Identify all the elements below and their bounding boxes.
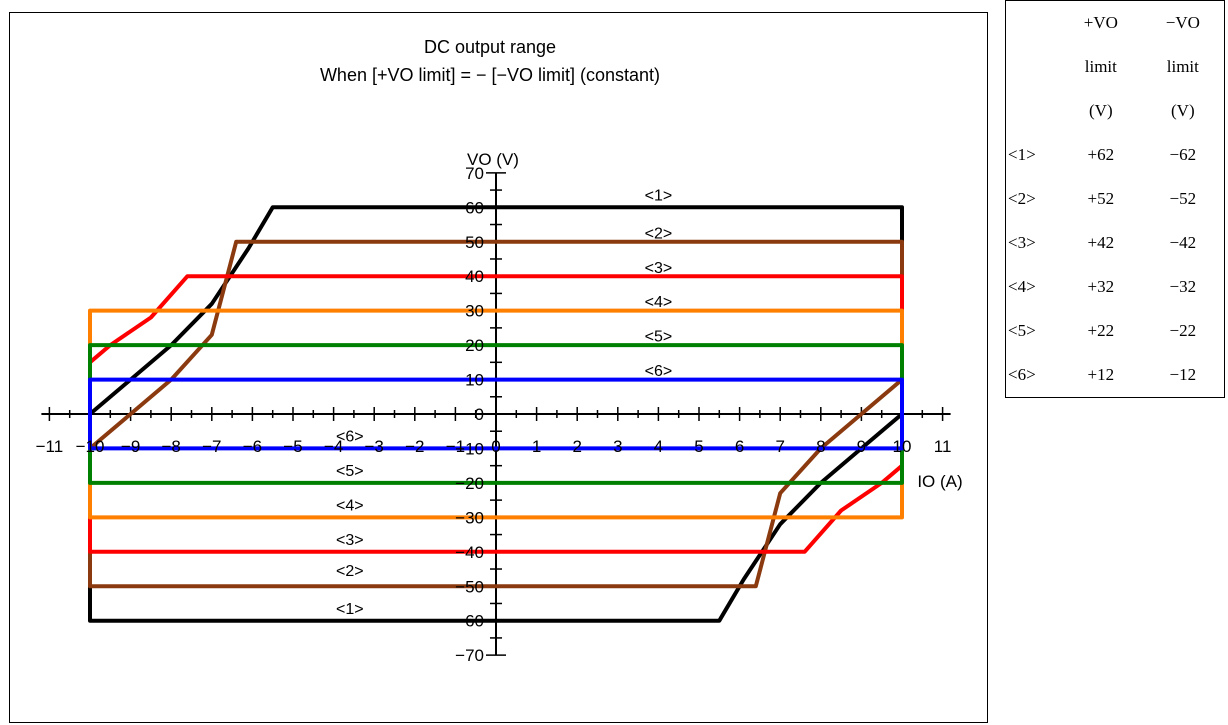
x-tick-label: 1 <box>532 437 541 456</box>
limit-table-header-cell <box>1006 89 1061 133</box>
y-tick-label: −20 <box>455 474 484 493</box>
limit-row-name: <5> <box>1008 321 1036 340</box>
limit-table-header-cell: limit <box>1084 57 1117 76</box>
y-tick-label: −50 <box>455 577 484 596</box>
series-label-top-2: <2> <box>645 225 673 242</box>
plus-vo-limit: +12 <box>1087 365 1115 384</box>
y-tick-label: 30 <box>465 302 484 321</box>
x-axis-title: IO (A) <box>917 472 962 491</box>
dc-output-range-chart: DC output range When [+VO limit] = − [−V… <box>36 37 963 665</box>
plus-vo-limit: +52 <box>1087 189 1115 208</box>
series-label-top-4: <4> <box>645 294 673 311</box>
y-tick-label: 0 <box>475 405 484 424</box>
x-tick-label: 6 <box>735 437 744 456</box>
plus-vo-limit: +42 <box>1087 233 1115 252</box>
x-tick-label: −9 <box>121 437 140 456</box>
limit-table-row: <5> +22 −22 <box>1006 309 1225 353</box>
limit-table: +VO −VO limit limit (V) (V) <1> +62 −62 <2> +52 −52… <box>1005 0 1225 398</box>
x-tick-label: −3 <box>365 437 384 456</box>
series-label-top-6: <6> <box>645 363 673 380</box>
minus-vo-limit: −12 <box>1169 365 1197 384</box>
x-tick-label: −2 <box>405 437 424 456</box>
series-label-top-5: <5> <box>645 329 673 346</box>
x-tick-label: 5 <box>694 437 703 456</box>
series-label-bottom-1: <1> <box>336 601 364 618</box>
chart-title: DC output range <box>424 37 556 57</box>
y-tick-label: 20 <box>465 336 484 355</box>
series-outline-6 <box>88 377 904 451</box>
x-tick-label: −10 <box>76 437 105 456</box>
x-tick-label: 0 <box>491 437 500 456</box>
series-labels: <1> <1> <2> <2> <3> <3> <4> <4> <5> <5> <6> <6> <box>336 187 672 617</box>
y-tick-label: 60 <box>465 198 484 217</box>
y-tick-label: −70 <box>455 646 484 665</box>
tick-labels: −11 −10 −9 −8 −7 −6 −5 −4 −3 −2 −1 0 1 2 3 4 5 6 7 8 9 10 1170… <box>36 164 952 665</box>
axes <box>41 172 951 656</box>
x-tick-label: −7 <box>202 437 221 456</box>
x-tick-label: 11 <box>934 437 952 456</box>
limit-table-row: <4> +32 −32 <box>1006 265 1225 309</box>
series-label-bottom-6: <6> <box>336 429 364 446</box>
x-tick-label: 8 <box>816 437 825 456</box>
chart-frame: DC output range When [+VO limit] = − [−V… <box>9 12 988 723</box>
series-outline-1 <box>88 205 904 623</box>
x-tick-label: −1 <box>446 437 465 456</box>
limit-table-header-cell: +VO <box>1083 13 1118 32</box>
series-label-top-3: <3> <box>645 260 673 277</box>
x-tick-label: 4 <box>654 437 663 456</box>
series-label-bottom-5: <5> <box>336 463 364 480</box>
y-tick-label: −10 <box>455 439 484 458</box>
limit-table-header-cell: −VO <box>1165 13 1200 32</box>
minus-vo-limit: −32 <box>1169 277 1197 296</box>
limit-row-name: <6> <box>1008 365 1036 384</box>
series-label-bottom-4: <4> <box>336 497 364 514</box>
limit-table-header-row: (V) (V) <box>1006 89 1225 133</box>
x-tick-label: −8 <box>162 437 181 456</box>
y-tick-label: 40 <box>465 267 484 286</box>
y-tick-label: −40 <box>455 543 484 562</box>
minus-vo-limit: −62 <box>1169 145 1197 164</box>
limit-table-row: <1> +62 −62 <box>1006 133 1225 177</box>
limit-table-header-cell <box>1006 45 1061 89</box>
limit-table-header-row: limit limit <box>1006 45 1225 89</box>
x-tick-label: 2 <box>572 437 581 456</box>
series-label-bottom-2: <2> <box>336 563 364 580</box>
series-label-top-1: <1> <box>645 187 673 204</box>
minus-vo-limit: −52 <box>1169 189 1197 208</box>
y-tick-label: 50 <box>465 233 484 252</box>
minus-vo-limit: −42 <box>1169 233 1197 252</box>
limit-table-row: <3> +42 −42 <box>1006 221 1225 265</box>
chart-subtitle: When [+VO limit] = − [−VO limit] (consta… <box>320 65 660 85</box>
plus-vo-limit: +62 <box>1087 145 1115 164</box>
minus-vo-limit: −22 <box>1169 321 1197 340</box>
y-tick-label: 70 <box>465 164 484 183</box>
limit-table-header-cell: (V) <box>1171 101 1195 120</box>
x-tick-label: −5 <box>283 437 302 456</box>
limit-table-row: <2> +52 −52 <box>1006 177 1225 221</box>
y-tick-label: −60 <box>455 612 484 631</box>
x-tick-label: −4 <box>324 437 343 456</box>
x-tick-label: 7 <box>775 437 784 456</box>
limit-table-header-cell <box>1006 1 1061 46</box>
plus-vo-limit: +32 <box>1087 277 1115 296</box>
y-tick-label: 10 <box>465 371 484 390</box>
y-tick-label: −30 <box>455 508 484 527</box>
x-tick-label: −11 <box>36 437 64 456</box>
limit-row-name: <3> <box>1008 233 1036 252</box>
y-axis-title: VO (V) <box>467 150 519 169</box>
limit-table-header-cell: limit <box>1166 57 1199 76</box>
x-tick-label: 10 <box>893 437 912 456</box>
limit-table-header-row: +VO −VO <box>1006 1 1225 46</box>
limit-row-name: <2> <box>1008 189 1036 208</box>
series-layer <box>88 205 904 623</box>
x-tick-label: 9 <box>857 437 866 456</box>
limit-table-header-cell: (V) <box>1089 101 1113 120</box>
limit-table-row: <6> +12 −12 <box>1006 353 1225 398</box>
plus-vo-limit: +22 <box>1087 321 1115 340</box>
x-tick-label: −6 <box>243 437 262 456</box>
series-label-bottom-3: <3> <box>336 532 364 549</box>
x-tick-label: 3 <box>613 437 622 456</box>
limit-row-name: <4> <box>1008 277 1036 296</box>
limit-row-name: <1> <box>1008 145 1036 164</box>
